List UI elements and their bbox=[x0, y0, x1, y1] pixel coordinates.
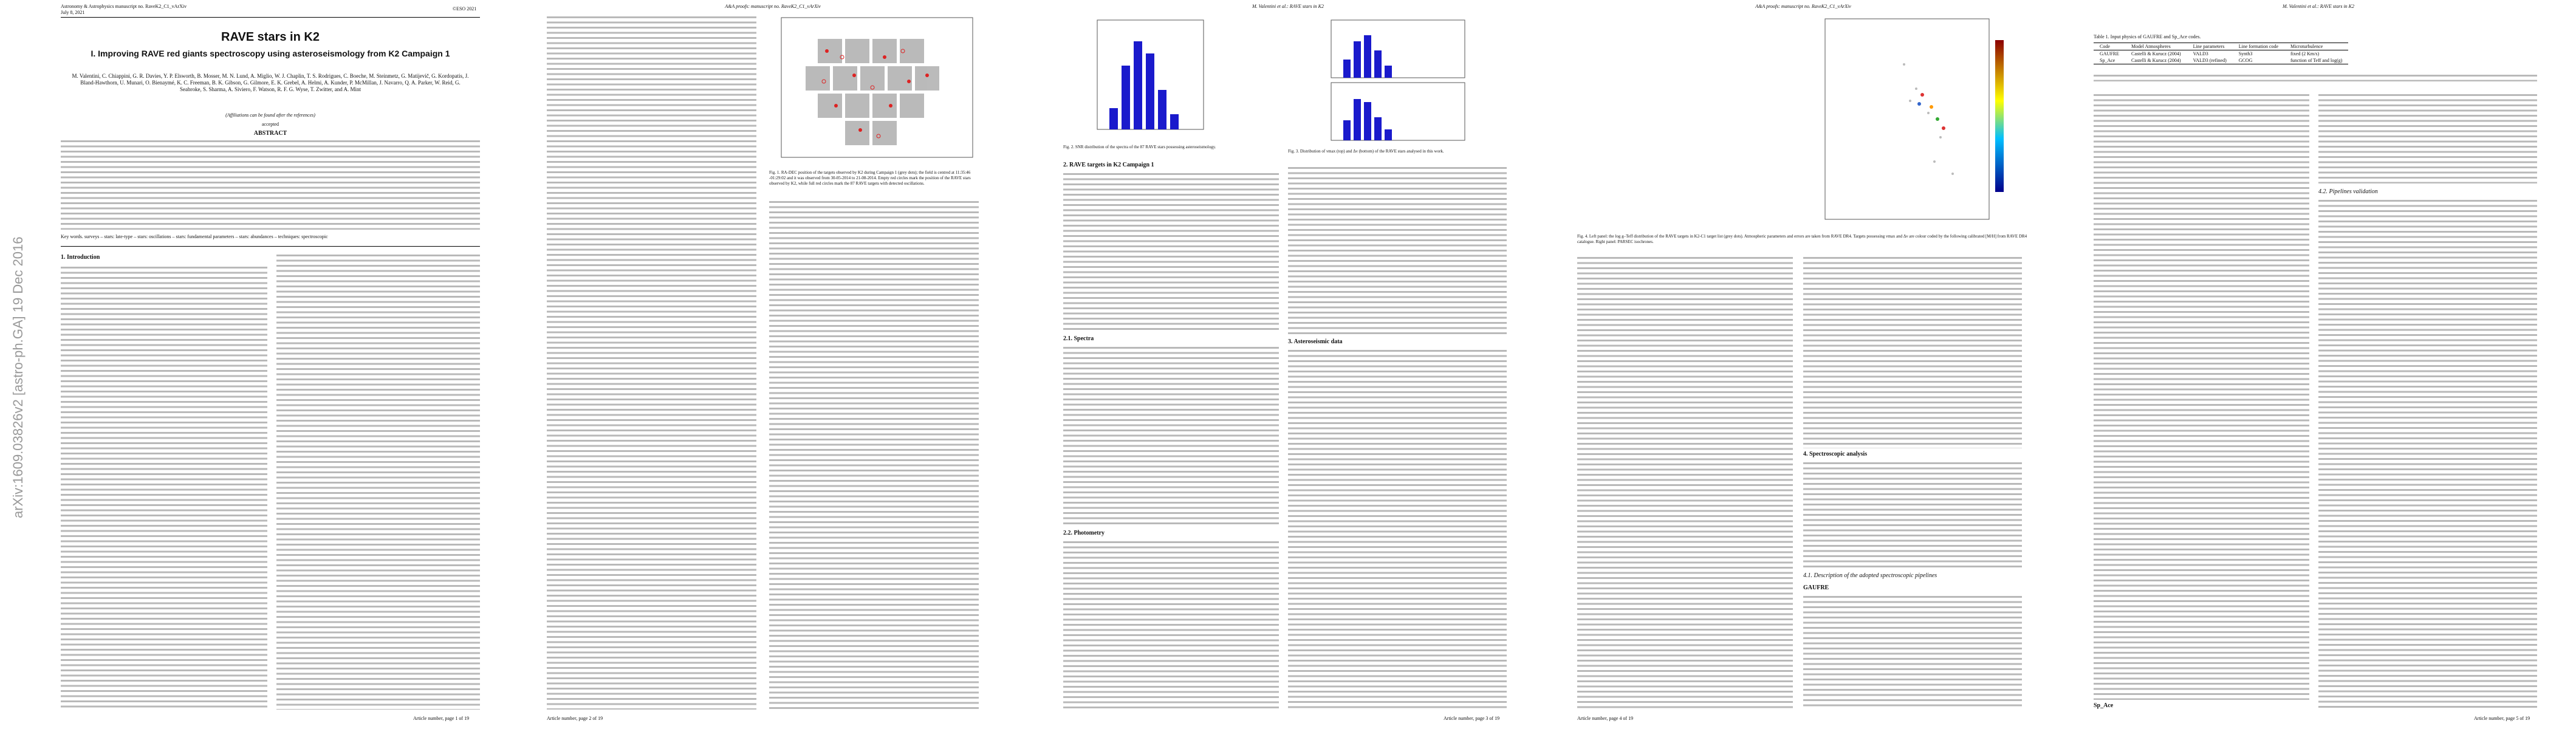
section-heading: 2. RAVE targets in K2 Campaign 1 bbox=[1063, 162, 1154, 168]
rule bbox=[61, 246, 480, 247]
copyright: ©ESO 2021 bbox=[453, 6, 477, 12]
table-cell: Castelli & Kurucz (2004) bbox=[2131, 58, 2181, 63]
header: A&A proofs: manuscript no. RaveK2_C1_vAr… bbox=[1755, 4, 1851, 9]
text-column bbox=[61, 265, 267, 710]
section-heading: 4.1. Description of the adopted spectros… bbox=[1803, 572, 1937, 579]
table-header: Code bbox=[2100, 44, 2110, 49]
table: Code Model Atmospheres Line parameters L… bbox=[2094, 43, 2349, 64]
page: A&A proofs: manuscript no. RaveK2_C1_vAr… bbox=[1546, 0, 2061, 729]
page: Astronomy & Astrophysics manuscript no. … bbox=[0, 0, 516, 729]
section-heading: 4.2. Pipelines validation bbox=[2318, 188, 2378, 195]
text-column bbox=[2094, 92, 2309, 700]
footer: Article number, page 1 of 19 bbox=[413, 716, 470, 721]
text-column bbox=[547, 15, 756, 710]
text-column bbox=[2318, 198, 2537, 710]
text-column bbox=[1803, 460, 2022, 570]
figure-caption: Fig. 4. Left panel: the log g–Teff distr… bbox=[1577, 234, 2027, 244]
header: A&A proofs: manuscript no. RaveK2_C1_vAr… bbox=[725, 4, 821, 9]
figure-isochrones bbox=[1934, 16, 2032, 228]
figure-caption: Fig. 1. RA-DEC position of the targets o… bbox=[769, 170, 971, 186]
figure-distribution bbox=[1331, 19, 1465, 141]
figure-diagram bbox=[1824, 18, 2004, 220]
subtitle: I. Improving RAVE red giants spectroscop… bbox=[91, 49, 450, 58]
table-caption: Table 1. Input physics of GAUFRE and Sp_… bbox=[2094, 34, 2201, 39]
footer: Article number, page 5 of 19 bbox=[2474, 716, 2530, 721]
table-cell: Castelli & Kurucz (2004) bbox=[2131, 51, 2181, 56]
table-cell: GAUFRE bbox=[2100, 51, 2120, 56]
text-column bbox=[1063, 171, 1279, 332]
table-cell: Synth3 bbox=[2238, 51, 2253, 56]
text-column bbox=[276, 253, 480, 710]
text-column bbox=[1288, 348, 1507, 710]
authors: M. Valentini, C. Chiappini, G. R. Davies… bbox=[72, 73, 469, 92]
table-header: Line formation code bbox=[2238, 44, 2279, 49]
table-cell: fixed (2 Km/s) bbox=[2290, 51, 2320, 56]
text-column bbox=[1288, 165, 1507, 335]
table-header: Line parameters bbox=[2193, 44, 2225, 49]
text-column bbox=[769, 199, 979, 710]
arxiv-stamp: arXiv:1609.03826v2 [astro-ph.GA] 19 Dec … bbox=[10, 236, 26, 518]
section-heading: 4. Spectroscopic analysis bbox=[1803, 451, 1868, 457]
keywords: Key words. surveys – stars: late-type – … bbox=[61, 234, 328, 239]
section-heading: Sp_Ace bbox=[2094, 702, 2114, 709]
figure-map bbox=[781, 17, 973, 158]
rule bbox=[61, 17, 480, 18]
footer: Article number, page 3 of 19 bbox=[1444, 716, 1500, 721]
table-header: Model Atmospheres bbox=[2131, 44, 2171, 49]
text-column bbox=[1803, 594, 2022, 710]
table-cell: Sp_Ace bbox=[2100, 58, 2115, 63]
table-notes bbox=[2094, 73, 2537, 81]
table-cell: GCOG bbox=[2238, 58, 2253, 63]
section-heading: GAUFRE bbox=[1803, 584, 1829, 591]
section-heading: 2.2. Photometry bbox=[1063, 530, 1105, 536]
page: M. Valentini et al.: RAVE stars in K2 Fi… bbox=[1030, 0, 1546, 729]
footer: Article number, page 4 of 19 bbox=[1577, 716, 1634, 721]
abstract-heading: ABSTRACT bbox=[253, 130, 287, 137]
table-cell: VALD3 bbox=[2193, 51, 2208, 56]
figure-histogram bbox=[1097, 19, 1204, 130]
page: M. Valentini et al.: RAVE stars in K2 Ta… bbox=[2061, 0, 2576, 729]
header: M. Valentini et al.: RAVE stars in K2 bbox=[1252, 4, 1324, 9]
section-heading: 1. Introduction bbox=[61, 254, 100, 261]
page: A&A proofs: manuscript no. RaveK2_C1_vAr… bbox=[515, 0, 1031, 729]
text-column bbox=[1803, 255, 2022, 448]
table-cell: VALD3 (refined) bbox=[2193, 58, 2227, 63]
figure-caption: Fig. 3. Distribution of νmax (top) and Δ… bbox=[1288, 149, 1444, 154]
affiliations: (Affiliations can be found after the ref… bbox=[225, 112, 315, 118]
title: RAVE stars in K2 bbox=[221, 30, 320, 44]
text-column bbox=[1577, 255, 1793, 710]
header: M. Valentini et al.: RAVE stars in K2 bbox=[2282, 4, 2355, 9]
journal: Astronomy & Astrophysics manuscript no. … bbox=[61, 4, 187, 9]
text-column bbox=[1063, 539, 1279, 710]
text-column bbox=[1063, 345, 1279, 526]
accepted: accepted bbox=[262, 122, 279, 127]
table-header: Microturbulence bbox=[2290, 44, 2323, 49]
table-cell: function of Teff and log(g) bbox=[2290, 58, 2343, 63]
text-column bbox=[2318, 92, 2537, 183]
abstract-text bbox=[61, 139, 480, 230]
footer: Article number, page 2 of 19 bbox=[547, 716, 603, 721]
section-heading: 3. Asteroseismic data bbox=[1288, 338, 1343, 345]
figure-caption: Fig. 2. SNR distribution of the spectra … bbox=[1063, 145, 1216, 149]
date: July 8, 2021 bbox=[61, 10, 85, 15]
section-heading: 2.1. Spectra bbox=[1063, 335, 1094, 342]
